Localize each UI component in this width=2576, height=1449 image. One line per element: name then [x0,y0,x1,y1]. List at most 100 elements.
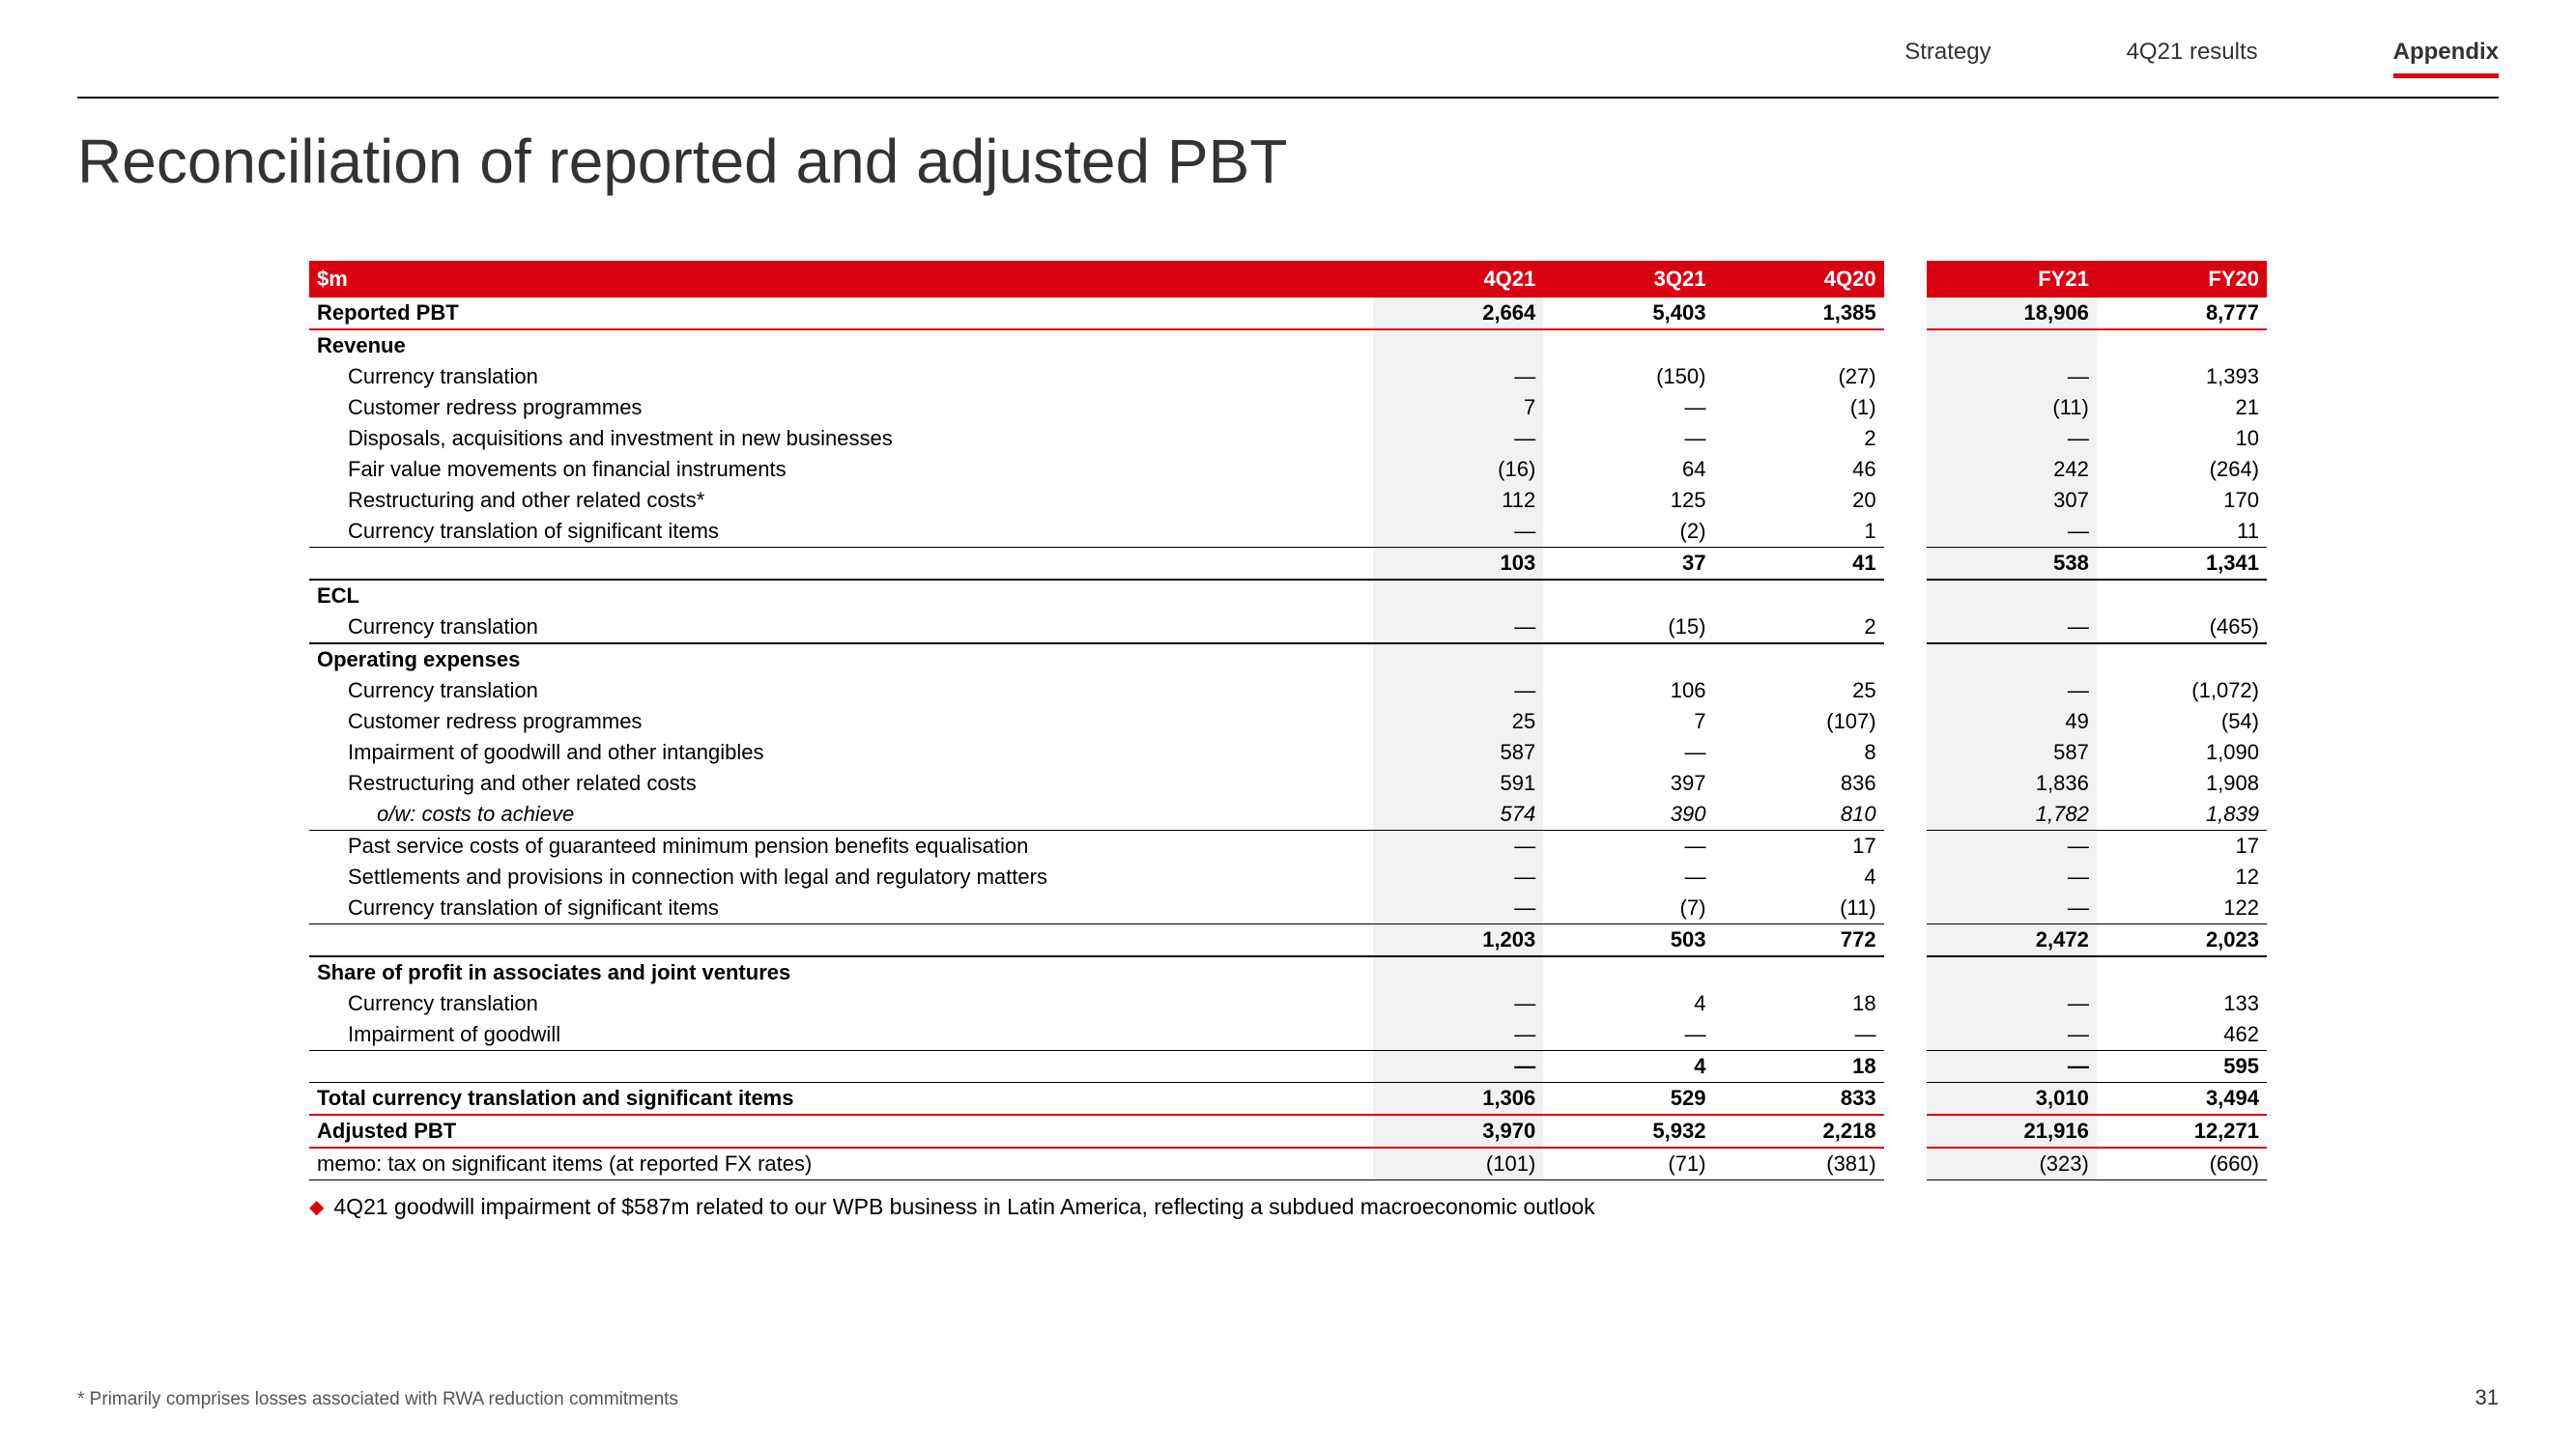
cell-gap [1884,548,1927,581]
cell-value: 64 [1543,454,1713,485]
table-row: Currency translation of significant item… [309,893,2267,924]
cell-value: 8,777 [2097,298,2267,329]
header-3q21: 3Q21 [1543,261,1713,298]
row-label: Operating expenses [309,643,1373,675]
tab-strategy[interactable]: Strategy [1904,39,1990,78]
cell-value: — [1927,675,2097,706]
cell-value: — [1543,423,1713,454]
row-label: Impairment of goodwill and other intangi… [309,737,1373,768]
cell-value [1373,956,1543,988]
cell-gap [1884,956,1927,988]
cell-value: — [1927,988,2097,1019]
row-label: Currency translation [309,988,1373,1019]
cell-value: — [1373,611,1543,643]
cell-value: — [1543,831,1713,863]
cell-value: — [1373,862,1543,893]
tab-results[interactable]: 4Q21 results [2127,39,2258,78]
cell-value: 1,908 [2097,768,2267,799]
cell-gap [1884,1019,1927,1051]
row-label: Currency translation [309,675,1373,706]
cell-value: 397 [1543,768,1713,799]
cell-value: — [1927,893,2097,924]
cell-gap [1884,706,1927,737]
table-row: Past service costs of guaranteed minimum… [309,831,2267,863]
page-title: Reconciliation of reported and adjusted … [77,126,1287,197]
cell-value: — [1373,516,1543,548]
cell-gap [1884,675,1927,706]
row-label: Fair value movements on financial instru… [309,454,1373,485]
row-label: Total currency translation and significa… [309,1083,1373,1116]
row-label: Currency translation [309,611,1373,643]
cell-value [1713,329,1883,361]
cell-gap [1884,485,1927,516]
cell-value: 112 [1373,485,1543,516]
cell-value: 772 [1713,924,1883,957]
cell-value: (150) [1543,361,1713,392]
cell-gap [1884,580,1927,611]
cell-value: 1 [1713,516,1883,548]
cell-value [1543,329,1713,361]
cell-value: 587 [1373,737,1543,768]
cell-value: — [1927,831,2097,863]
header-gap [1884,261,1927,298]
table-row: Currency translation—10625—(1,072) [309,675,2267,706]
cell-value: 1,836 [1927,768,2097,799]
cell-gap [1884,423,1927,454]
tab-appendix[interactable]: Appendix [2393,39,2499,78]
cell-value: (1,072) [2097,675,2267,706]
table-row: —418—595 [309,1051,2267,1083]
cell-value: 1,090 [2097,737,2267,768]
cell-value [1373,643,1543,675]
cell-value: — [1543,862,1713,893]
table-row: Customer redress programmes257(107)49(54… [309,706,2267,737]
table-row: Total currency translation and significa… [309,1083,2267,1116]
row-label [309,924,1373,957]
cell-gap [1884,1051,1927,1083]
table-row: Currency translation of significant item… [309,516,2267,548]
cell-gap [1884,768,1927,799]
cell-value: 1,306 [1373,1083,1543,1116]
cell-value [1543,643,1713,675]
table-row: Fair value movements on financial instru… [309,454,2267,485]
cell-value: 18 [1713,1051,1883,1083]
cell-value: — [1543,392,1713,423]
cell-value: 133 [2097,988,2267,1019]
table-row: Reported PBT2,6645,4031,38518,9068,777 [309,298,2267,329]
table-row: ECL [309,580,2267,611]
row-label: o/w: costs to achieve [309,799,1373,831]
cell-value: (16) [1373,454,1543,485]
row-label: Impairment of goodwill [309,1019,1373,1051]
cell-gap [1884,329,1927,361]
row-label: Share of profit in associates and joint … [309,956,1373,988]
row-label: Customer redress programmes [309,706,1373,737]
cell-value: 21 [2097,392,2267,423]
cell-value: 1,782 [1927,799,2097,831]
cell-value: 106 [1543,675,1713,706]
cell-value: (660) [2097,1148,2267,1180]
cell-value: 1,385 [1713,298,1883,329]
cell-value [1543,956,1713,988]
cell-value: (323) [1927,1148,2097,1180]
cell-value: — [1373,423,1543,454]
table-row: 10337415381,341 [309,548,2267,581]
header-4q20: 4Q20 [1713,261,1883,298]
header-rule [77,97,2499,99]
cell-value: 11 [2097,516,2267,548]
cell-value: (381) [1713,1148,1883,1180]
cell-value: 1,393 [2097,361,2267,392]
cell-value: 591 [1373,768,1543,799]
nav-tabs: Strategy 4Q21 results Appendix [1904,39,2499,78]
cell-value: 307 [1927,485,2097,516]
cell-value: — [1373,988,1543,1019]
cell-value: 587 [1927,737,2097,768]
cell-value: 595 [2097,1051,2267,1083]
header-4q21: 4Q21 [1373,261,1543,298]
cell-value: — [1713,1019,1883,1051]
cell-value: — [1543,1019,1713,1051]
table-row: Revenue [309,329,2267,361]
cell-gap [1884,643,1927,675]
cell-value: 122 [2097,893,2267,924]
cell-gap [1884,893,1927,924]
cell-value: (465) [2097,611,2267,643]
cell-value: 4 [1543,988,1713,1019]
